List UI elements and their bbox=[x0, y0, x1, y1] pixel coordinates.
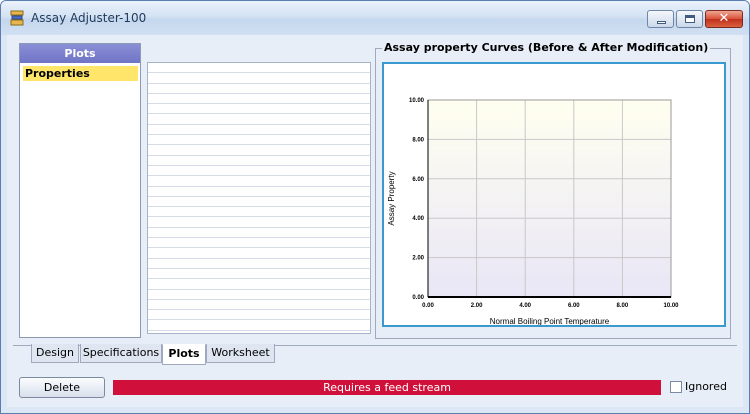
title-bar[interactable]: Assay Adjuster-100 ✕ bbox=[1, 1, 749, 35]
list-row bbox=[148, 300, 370, 311]
y-axis-label: Assay Property bbox=[387, 171, 396, 225]
tab-design[interactable]: Design bbox=[31, 344, 79, 363]
list-row bbox=[148, 320, 370, 331]
minimize-button[interactable] bbox=[647, 10, 674, 28]
list-row bbox=[148, 84, 370, 94]
tab-plots[interactable]: Plots bbox=[162, 344, 206, 365]
nav-item-properties[interactable]: Properties bbox=[23, 66, 138, 81]
plot-area[interactable]: 0.00 2.00 4.00 6.00 8.00 10.00 0.00 2.00 4.00 6.0… bbox=[382, 62, 726, 327]
list-row bbox=[148, 114, 370, 125]
list-row bbox=[148, 73, 370, 84]
client-area: Plots Properties Assay property Curves (… bbox=[7, 35, 743, 407]
list-row bbox=[148, 259, 370, 269]
list-row bbox=[148, 207, 370, 218]
y-tick-label: 6.00 bbox=[412, 177, 424, 183]
nav-header: Plots bbox=[20, 44, 140, 63]
list-row bbox=[148, 228, 370, 239]
y-tick-label: 2.00 bbox=[412, 256, 424, 262]
tab-strip-line bbox=[13, 345, 737, 346]
status-message-bar: Requires a feed stream bbox=[113, 380, 661, 395]
list-row bbox=[148, 94, 370, 105]
list-row bbox=[148, 279, 370, 290]
list-row bbox=[148, 63, 370, 74]
list-row bbox=[148, 187, 370, 197]
list-row bbox=[148, 269, 370, 280]
minimize-icon bbox=[657, 21, 666, 24]
close-icon: ✕ bbox=[718, 11, 730, 26]
plot-group-legend: Assay property Curves (Before & After Mo… bbox=[382, 41, 711, 54]
x-tick-label: 4.00 bbox=[519, 303, 531, 309]
x-tick-label: 2.00 bbox=[471, 303, 483, 309]
maximize-icon bbox=[685, 15, 695, 23]
assay-adjuster-icon bbox=[10, 10, 24, 26]
close-button[interactable]: ✕ bbox=[705, 10, 743, 28]
assay-property-chart: 0.00 2.00 4.00 6.00 8.00 10.00 0.00 2.00 4.00 6.0… bbox=[387, 98, 679, 325]
x-tick-label: 0.00 bbox=[422, 303, 434, 309]
list-row bbox=[148, 238, 370, 249]
list-row bbox=[148, 290, 370, 300]
tab-worksheet[interactable]: Worksheet bbox=[206, 344, 275, 363]
y-tick-label: 0.00 bbox=[412, 295, 424, 301]
data-list-panel[interactable] bbox=[147, 62, 371, 334]
list-row bbox=[148, 176, 370, 187]
list-row bbox=[148, 310, 370, 321]
list-row bbox=[148, 104, 370, 115]
x-axis-label: Normal Boiling Point Temperature bbox=[490, 317, 610, 325]
x-tick-label: 6.00 bbox=[568, 303, 580, 309]
list-row bbox=[148, 197, 370, 208]
window-title: Assay Adjuster-100 bbox=[31, 11, 147, 25]
ignored-label: Ignored bbox=[685, 380, 727, 393]
plot-group: Assay property Curves (Before & After Mo… bbox=[375, 41, 731, 339]
plot-background bbox=[428, 100, 671, 297]
plots-nav-panel: Plots Properties bbox=[19, 43, 141, 338]
tab-specifications[interactable]: Specifications bbox=[80, 344, 162, 363]
list-row bbox=[148, 145, 370, 156]
list-row bbox=[148, 135, 370, 146]
x-tick-label: 10.00 bbox=[663, 303, 679, 309]
list-row bbox=[148, 248, 370, 259]
x-tick-label: 8.00 bbox=[617, 303, 629, 309]
ignored-checkbox[interactable] bbox=[670, 381, 682, 393]
y-tick-label: 8.00 bbox=[412, 137, 424, 143]
list-row bbox=[148, 125, 370, 136]
y-tick-label: 4.00 bbox=[412, 216, 424, 222]
delete-button[interactable]: Delete bbox=[19, 377, 105, 398]
list-row bbox=[148, 166, 370, 177]
list-row bbox=[148, 156, 370, 166]
maximize-button[interactable] bbox=[676, 10, 703, 28]
y-tick-label: 10.00 bbox=[409, 98, 425, 104]
list-row bbox=[148, 217, 370, 228]
